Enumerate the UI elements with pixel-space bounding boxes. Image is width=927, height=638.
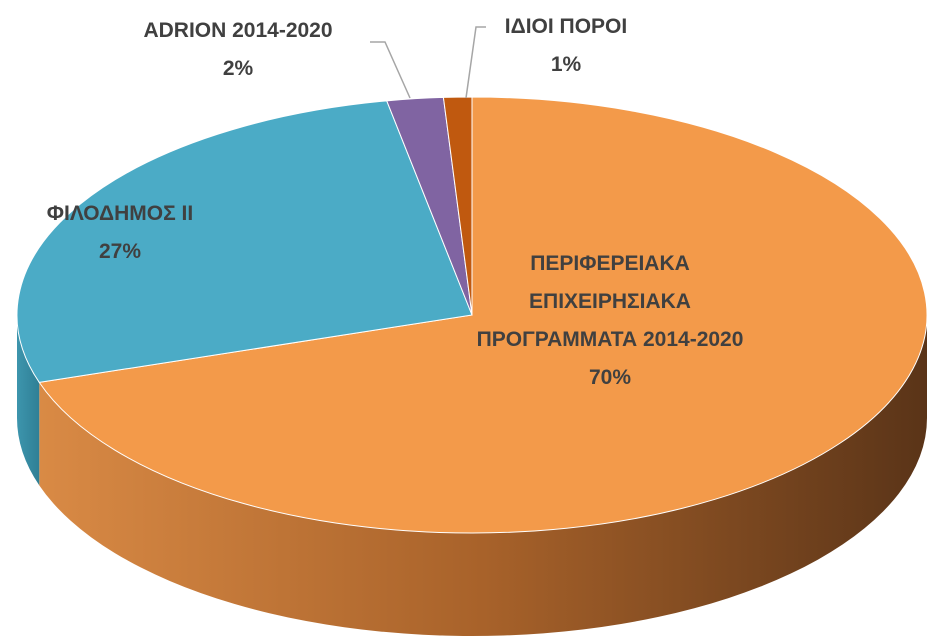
slice-side bbox=[17, 315, 40, 486]
leader-line bbox=[370, 41, 411, 99]
slice-name: ΠΕΡΙΦΕΡΕΙΑΚΑ ΕΠΙΧΕΙΡΗΣΙΑΚΑ ΠΡΟΓΡΑΜΜΑΤΑ 2… bbox=[476, 252, 744, 351]
slice bbox=[442, 96, 473, 316]
data-label: ΙΔΙΟΙ ΠΟΡΟΙ 1% bbox=[466, 8, 666, 84]
slice bbox=[38, 96, 927, 534]
slice-name: ΙΔΙΟΙ ΠΟΡΟΙ bbox=[504, 15, 628, 38]
leader-line bbox=[465, 26, 486, 99]
slice-percent: 70% bbox=[588, 366, 632, 389]
slice-name: ΦΙΛΟΔΗΜΟΣ ΙΙ bbox=[46, 202, 194, 225]
slice-percent: 1% bbox=[550, 53, 582, 76]
pie-sides bbox=[17, 315, 927, 636]
data-label: ΦΙΛΟΔΗΜΟΣ ΙΙ 27% bbox=[40, 195, 200, 271]
slice-side bbox=[39, 315, 927, 636]
data-label: ΠΕΡΙΦΕΡΕΙΑΚΑ ΕΠΙΧΕΙΡΗΣΙΑΚΑ ΠΡΟΓΡΑΜΜΑΤΑ 2… bbox=[460, 245, 760, 397]
pie-tops bbox=[16, 96, 927, 534]
slice bbox=[16, 100, 473, 383]
slice-percent: 27% bbox=[98, 240, 142, 263]
slice-percent: 2% bbox=[222, 57, 254, 80]
data-label: ADRION 2014-2020 2% bbox=[98, 12, 378, 88]
slice-name: ADRION 2014-2020 bbox=[143, 19, 333, 42]
